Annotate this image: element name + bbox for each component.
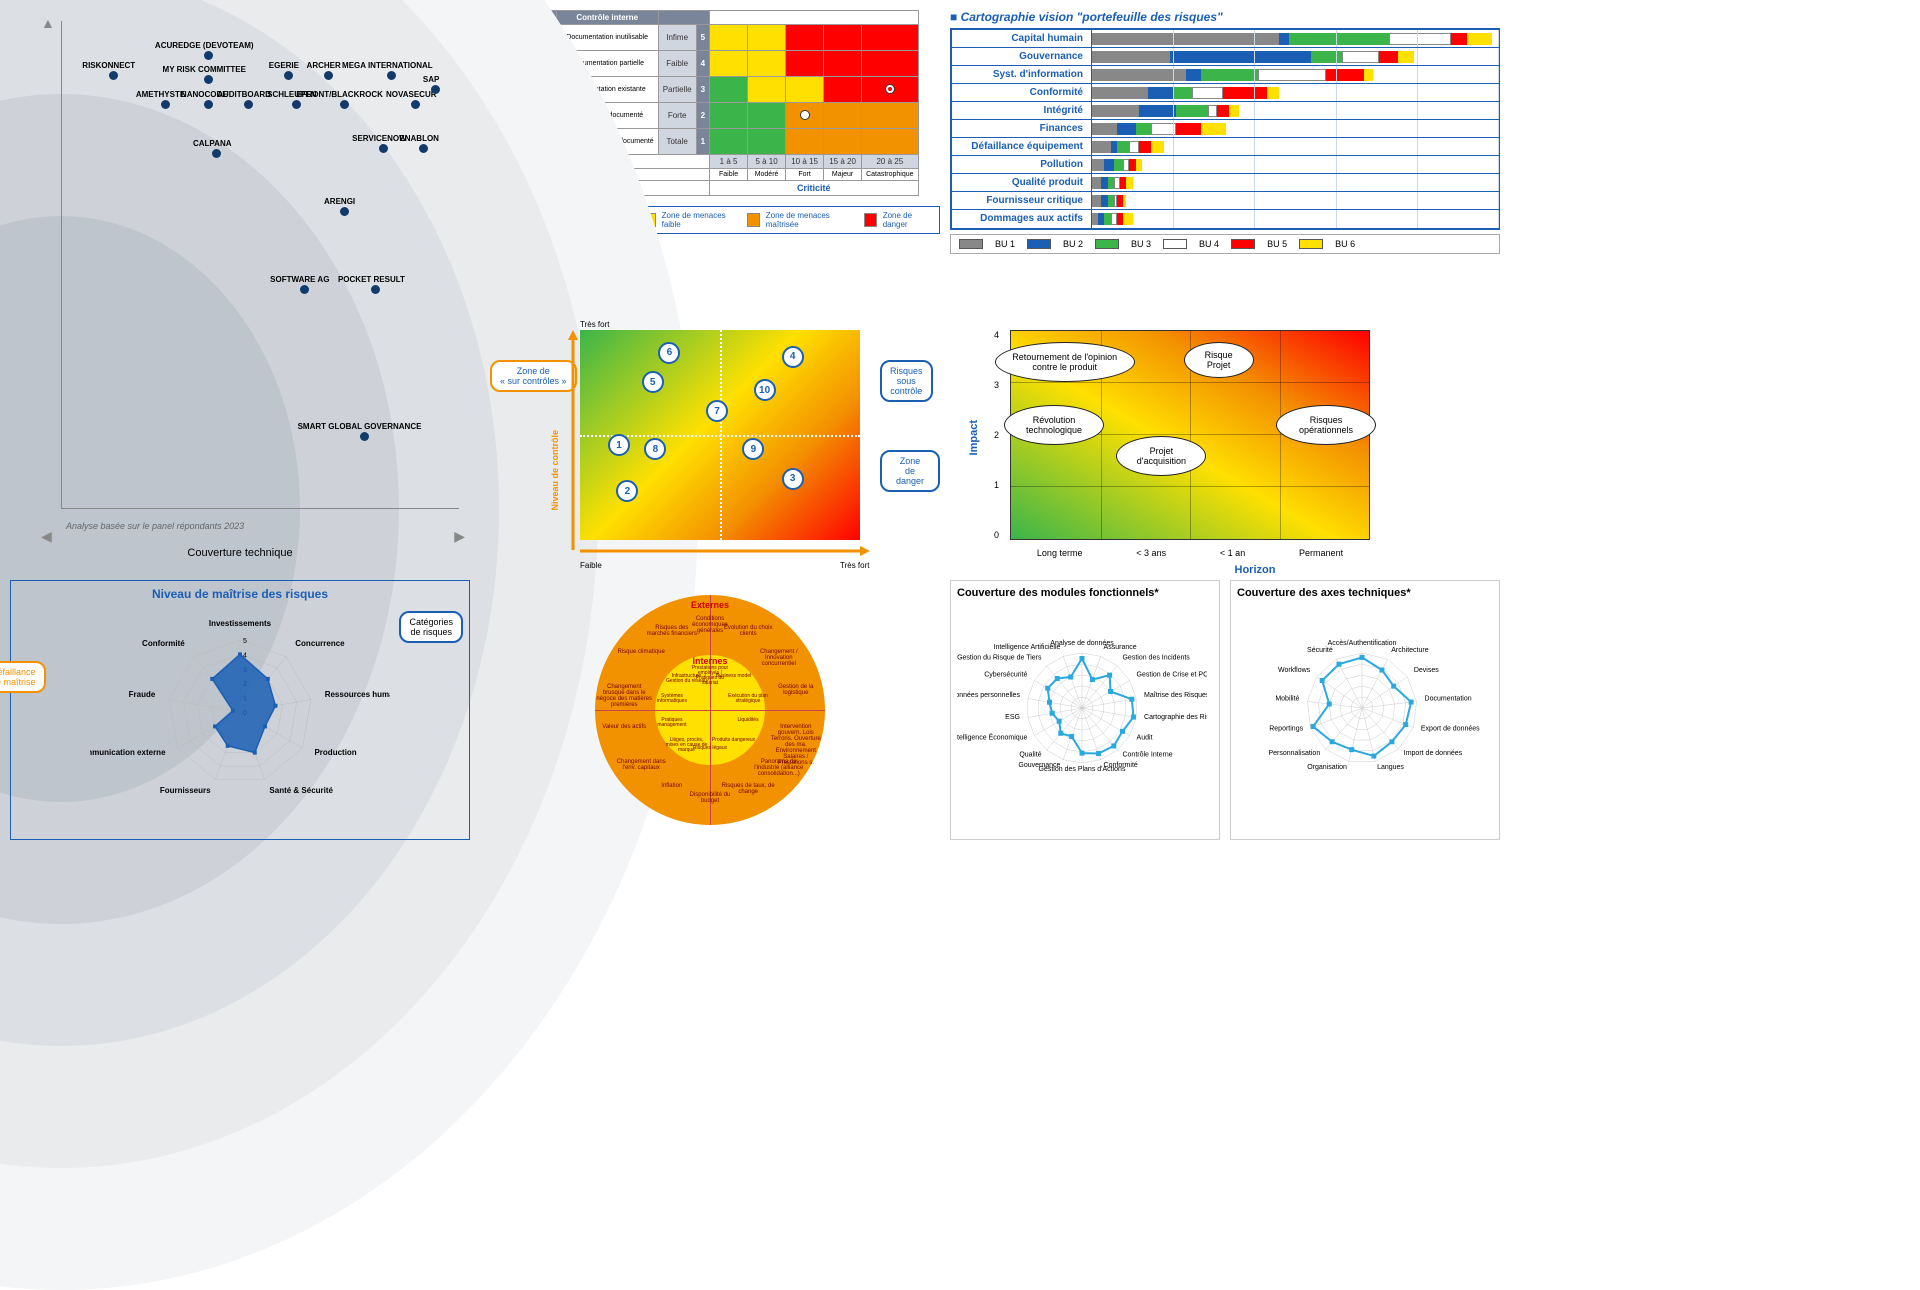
svg-text:Communication externe: Communication externe bbox=[90, 748, 166, 757]
svg-text:Devises: Devises bbox=[1414, 667, 1439, 674]
p8-radar: Analyse de donnéesAssuranceGestion des I… bbox=[957, 603, 1207, 813]
svg-text:5: 5 bbox=[243, 638, 247, 645]
p8-title: Couverture des modules fonctionnels* bbox=[957, 587, 1213, 599]
svg-text:Cartographie des Risques: Cartographie des Risques bbox=[1144, 714, 1207, 721]
svg-text:Cybersécurité: Cybersécurité bbox=[984, 672, 1027, 679]
svg-text:Maîtrise des Risques: Maîtrise des Risques bbox=[1144, 692, 1207, 699]
svg-text:Protection des données personn: Protection des données personnelles bbox=[957, 692, 1020, 699]
p2-title: Cartographie vision "portefeuille des ri… bbox=[950, 10, 1500, 24]
portfolio-bars: Cartographie vision "portefeuille des ri… bbox=[950, 10, 1500, 310]
svg-text:Santé & Sécurité: Santé & Sécurité bbox=[269, 786, 333, 795]
svg-text:Gestion du Risque de Tiers: Gestion du Risque de Tiers bbox=[957, 655, 1042, 662]
svg-text:Intelligence Économique: Intelligence Économique bbox=[957, 733, 1028, 742]
svg-text:Langues: Langues bbox=[1377, 764, 1404, 771]
svg-text:Organisation: Organisation bbox=[1307, 764, 1347, 771]
svg-text:Contrôle Interne: Contrôle Interne bbox=[1122, 751, 1172, 758]
svg-text:Production: Production bbox=[314, 748, 356, 757]
p4-ylabel: Niveau de contrôle bbox=[550, 430, 560, 511]
svg-text:Assurance: Assurance bbox=[1104, 644, 1137, 651]
radar-maitrise: Niveau de maîtrise des risques Investiss… bbox=[10, 580, 470, 840]
impact-horizon: Impact Retournement de l'opinioncontre l… bbox=[950, 320, 1500, 570]
p3-note: Analyse basée sur le panel répondants 20… bbox=[66, 521, 244, 531]
p2-legend: BU 1BU 2BU 3BU 4BU 5BU 6 bbox=[950, 234, 1500, 254]
p9-radar: Accès/AuthentificationArchitecture Devise… bbox=[1237, 603, 1487, 813]
p3-xlabel: Couverture technique bbox=[187, 547, 292, 559]
svg-text:Documentation: Documentation bbox=[1425, 695, 1472, 702]
svg-text:Fraude: Fraude bbox=[129, 690, 156, 699]
p7-circle: ExternesInternesConditions économiques g… bbox=[595, 595, 825, 825]
svg-text:Export de données: Export de données bbox=[1421, 725, 1480, 732]
svg-text:Ressources humaines: Ressources humaines bbox=[325, 690, 390, 699]
svg-text:Fournisseurs: Fournisseurs bbox=[160, 786, 211, 795]
p6-title: Niveau de maîtrise des risques bbox=[11, 581, 469, 607]
p9-box: Couverture des axes techniques* Accès/Au… bbox=[1230, 580, 1500, 840]
svg-text:Accès/Authentification: Accès/Authentification bbox=[1328, 640, 1397, 647]
p3-plot: RISKONNECTAMETHYSTEACUREDGE (DEVOTEAM)MY… bbox=[61, 21, 459, 509]
svg-text:Reportings: Reportings bbox=[1269, 725, 1303, 732]
svg-text:Gestion de Crise et PCA: Gestion de Crise et PCA bbox=[1137, 672, 1207, 679]
svg-text:Qualité: Qualité bbox=[1019, 751, 1041, 758]
p8-box: Couverture des modules fonctionnels* Ana… bbox=[950, 580, 1220, 840]
coverage-radars: Couverture des modules fonctionnels* Ana… bbox=[950, 580, 1500, 840]
svg-text:Investissements: Investissements bbox=[209, 619, 272, 628]
p5-plot: Retournement de l'opinioncontre le produ… bbox=[1010, 330, 1370, 540]
p5-xlabel: Horizon bbox=[1010, 564, 1500, 576]
svg-text:Conformité: Conformité bbox=[142, 639, 185, 648]
control-scatter: Niveau de contrôle 12345678910 Zone de« … bbox=[480, 320, 940, 570]
p9-title: Couverture des axes techniques* bbox=[1237, 587, 1493, 599]
svg-text:Gestion des Incidents: Gestion des Incidents bbox=[1122, 655, 1190, 662]
p6-callout-defaillance: Défaillancede maîtrise bbox=[0, 661, 46, 693]
vendor-quadrant: Couverture fonctionnelle RISKONNECTAMETH… bbox=[10, 10, 470, 570]
p6-radar: Investissements Concurrence Ressources hum… bbox=[90, 607, 390, 807]
svg-text:Sécurité: Sécurité bbox=[1307, 647, 1333, 654]
svg-text:Personnalisation: Personnalisation bbox=[1268, 750, 1320, 757]
p2-chart: Capital humainGouvernanceSyst. d'informa… bbox=[950, 28, 1500, 230]
p4-plot: 12345678910 bbox=[580, 330, 860, 540]
svg-text:Architecture: Architecture bbox=[1391, 647, 1428, 654]
svg-text:Audit: Audit bbox=[1137, 735, 1153, 742]
svg-text:Gouvernance: Gouvernance bbox=[1018, 762, 1060, 769]
svg-text:Intelligence Artificielle: Intelligence Artificielle bbox=[994, 644, 1061, 651]
risk-circle: ExternesInternesConditions économiques g… bbox=[480, 580, 940, 840]
p5-ylabel: Impact bbox=[968, 420, 980, 455]
svg-text:Mobilité: Mobilité bbox=[1275, 695, 1299, 702]
svg-text:ESG: ESG bbox=[1005, 714, 1020, 721]
p6-callout-categories: Catégoriesde risques bbox=[399, 611, 463, 643]
svg-text:Import de données: Import de données bbox=[1404, 750, 1463, 757]
svg-text:Concurrence: Concurrence bbox=[295, 639, 345, 648]
svg-text:Workflows: Workflows bbox=[1278, 667, 1311, 674]
